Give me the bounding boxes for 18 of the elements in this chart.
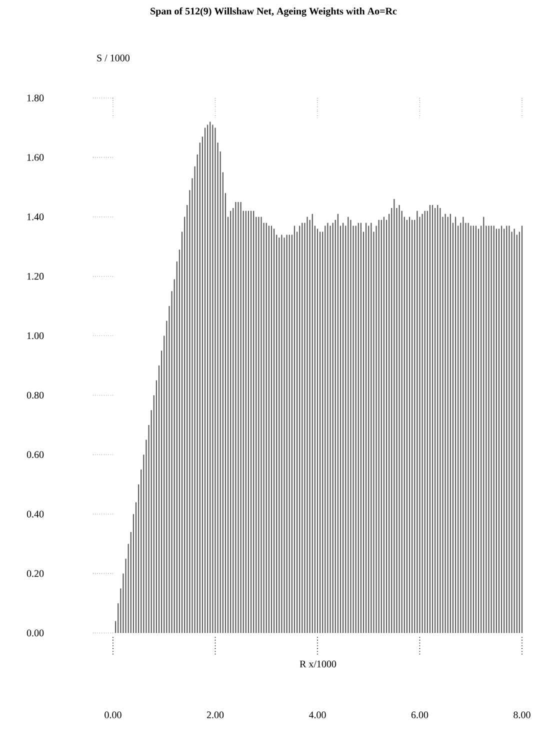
y-tick-label: 0.40 — [26, 510, 44, 518]
y-tick-label: 0.60 — [26, 451, 44, 458]
y-tick-label: 1.20 — [27, 272, 44, 280]
y-tick-label: 0.00 — [26, 630, 44, 636]
x-tick-label: 6.00 — [411, 712, 428, 718]
x-tick-label: 0.00 — [104, 712, 122, 718]
x-tick-label: 4.00 — [308, 712, 326, 718]
y-tick-label: 0.20 — [26, 570, 44, 577]
y-tick-label: 1.60 — [27, 154, 44, 161]
x-tick-label: 8.00 — [514, 712, 530, 718]
x-tick-label: 2.00 — [206, 712, 224, 718]
chart-title: Span of 512(9) Willshaw Net, Ageing Weights with Ao=Rc — [150, 7, 397, 17]
y-axis-title: S / 1000 — [97, 54, 130, 62]
y-tick-label: 1.40 — [27, 213, 44, 220]
y-tick-label: 1.00 — [27, 332, 44, 340]
y-tick-label: 1.80 — [27, 94, 44, 102]
x-axis-title: R x/1000 — [300, 660, 336, 668]
y-tick-label: 0.80 — [26, 392, 44, 399]
